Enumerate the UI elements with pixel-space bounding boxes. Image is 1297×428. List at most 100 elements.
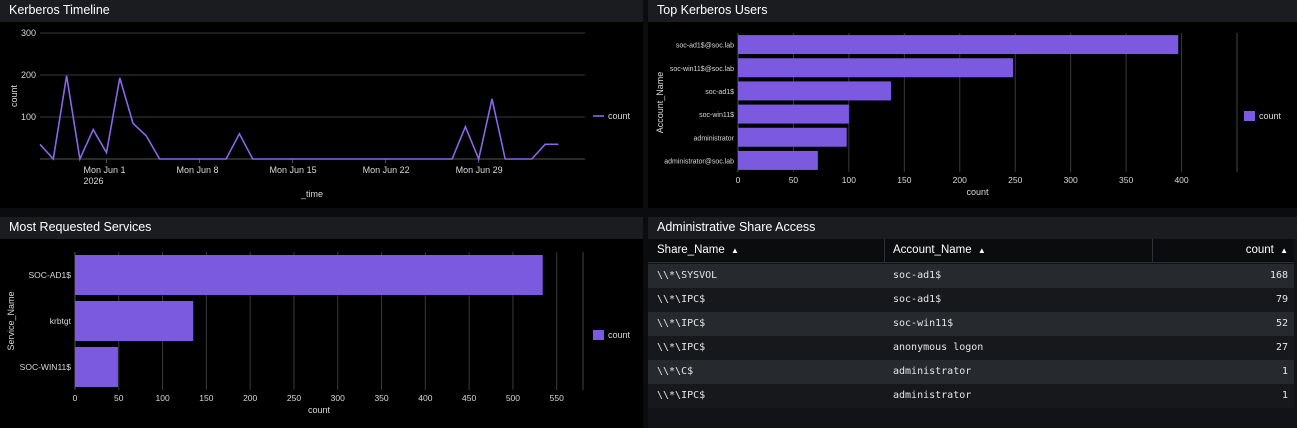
bar: [75, 346, 118, 388]
x-tick-label: Mon Jun 15: [270, 165, 317, 175]
x-tick-label: 350: [374, 393, 388, 403]
y-tick-label: soc-win11$: [699, 112, 734, 119]
y-tick-label: administrator@soc.lab: [664, 158, 734, 165]
table-row[interactable]: \\*\C$ administrator 1: [648, 360, 1294, 384]
y-tick-label: 300: [21, 28, 36, 38]
panel-title: Administrative Share Access: [657, 220, 816, 234]
panel-administrative-share-access: Administrative Share Access Share_Name ▲…: [648, 217, 1297, 428]
cell-count: 79: [1275, 294, 1288, 305]
panel-most-requested-services: Most Requested Services 0 50 100 150 200 250 3…: [0, 217, 643, 428]
cell-account-name: administrator: [893, 366, 972, 377]
cell-account-name: soc-ad1$: [893, 270, 942, 281]
panel-title: Most Requested Services: [9, 220, 152, 234]
x-tick-label: 400: [1174, 175, 1188, 185]
y-axis-label: Account_Name: [655, 72, 665, 134]
x-axis-label: count: [308, 405, 331, 415]
panel-header: Kerberos Timeline: [0, 0, 643, 22]
column-header-count[interactable]: count ▲︎: [1246, 239, 1288, 263]
x-tick-label: 450: [462, 393, 476, 403]
x-tick-label: Mon Jun 22: [363, 165, 410, 175]
y-tick-label: SOC-WIN11$: [20, 362, 72, 372]
cell-count: 1: [1281, 366, 1288, 377]
y-tick-label: soc-ad1$: [705, 89, 734, 96]
y-tick-label: soc-win11$@soc.lab: [670, 66, 734, 73]
y-tick-label: SOC-AD1$: [28, 270, 71, 280]
cell-account-name: administrator: [893, 390, 972, 401]
cell-share-name: \\*\IPC$: [657, 390, 706, 401]
x-tick-label: 200: [243, 393, 257, 403]
x-tick-label: 250: [287, 393, 301, 403]
y-axis-label: Service_Name: [6, 291, 16, 350]
table-row[interactable]: \\*\IPC$ soc-win11$ 52: [648, 312, 1294, 336]
x-axis-label: count: [966, 187, 989, 197]
bar: [738, 81, 892, 101]
cell-share-name: \\*\IPC$: [657, 294, 706, 305]
bar: [75, 254, 543, 296]
legend-label: count: [608, 330, 631, 340]
bar: [738, 35, 1179, 55]
x-tick-label: 400: [418, 393, 432, 403]
y-tick-label: krbtgt: [50, 316, 72, 326]
cell-share-name: \\*\SYSVOL: [657, 270, 718, 281]
column-label: Share_Name: [657, 244, 725, 256]
services-chart[interactable]: 0 50 100 150 200 250 300 350 400 450 500 550 SOC-AD1…: [0, 239, 643, 428]
legend-label: count: [1259, 111, 1282, 121]
x-tick-label: 50: [114, 393, 124, 403]
cell-account-name: soc-win11$: [893, 318, 954, 329]
y-tick-label: administrator: [694, 135, 735, 142]
table-row[interactable]: \\*\SYSVOL soc-ad1$ 168: [648, 264, 1294, 288]
x-tick-label: 150: [199, 393, 213, 403]
cell-count: 27: [1275, 342, 1288, 353]
panel-kerberos-timeline: Kerberos Timeline 100 200 300 Mon Jun 1 2026…: [0, 0, 643, 208]
panel-header: Top Kerberos Users: [648, 0, 1297, 22]
x-tick-label: Mon Jun 1: [83, 165, 125, 175]
y-axis-label: count: [9, 84, 19, 107]
cell-share-name: \\*\IPC$: [657, 318, 706, 329]
panel-header: Administrative Share Access: [648, 217, 1297, 239]
cell-count: 52: [1275, 318, 1288, 329]
panel-top-kerberos-users: Top Kerberos Users 0 50 100 150 200 250 300 350…: [648, 0, 1297, 208]
legend-label: count: [608, 111, 631, 121]
y-tick-label: 200: [21, 70, 36, 80]
x-tick-label: 500: [506, 393, 520, 403]
column-divider: [884, 239, 885, 263]
y-tick-label: soc-ad1$@soc.lab: [676, 43, 734, 50]
x-tick-label: 0: [736, 175, 741, 185]
column-label: Account_Name: [893, 244, 972, 256]
x-axis-label: _time: [300, 189, 323, 199]
x-tick-label: Mon Jun 8: [177, 165, 219, 175]
table-row[interactable]: \\*\IPC$ anonymous logon 27: [648, 336, 1294, 360]
legend-swatch: [593, 330, 604, 340]
panel-title: Top Kerberos Users: [657, 3, 768, 17]
cell-account-name: anonymous logon: [893, 342, 984, 353]
bar: [738, 58, 1014, 78]
column-divider: [1152, 239, 1153, 263]
x-tick-label: 300: [1064, 175, 1078, 185]
cell-count: 1: [1281, 390, 1288, 401]
cell-share-name: \\*\C$: [657, 366, 694, 377]
table-row[interactable]: \\*\IPC$ soc-ad1$ 79: [648, 288, 1294, 312]
table-row[interactable]: \\*\IPC$ administrator 1: [648, 384, 1294, 408]
x-tick-label: 0: [73, 393, 78, 403]
top-users-chart[interactable]: 0 50 100 150 200 250 300 350 400 soc-ad1$@soc.lab…: [648, 22, 1297, 208]
column-header-account-name[interactable]: Account_Name ▲︎: [893, 239, 986, 263]
y-tick-label: 100: [21, 112, 36, 122]
sort-icon[interactable]: ▲︎: [1280, 246, 1288, 255]
x-tick-label: 150: [897, 175, 911, 185]
cell-account-name: soc-ad1$: [893, 294, 942, 305]
bar: [738, 150, 818, 170]
column-label: count: [1245, 244, 1274, 256]
sort-icon[interactable]: ▲︎: [730, 246, 739, 255]
x-tick-label: 100: [155, 393, 169, 403]
series-line: [39, 75, 559, 162]
column-header-share-name[interactable]: Share_Name ▲︎: [657, 239, 739, 263]
x-tick-label: 300: [331, 393, 345, 403]
x-tick-label: 550: [550, 393, 564, 403]
x-tick-label: 50: [789, 175, 799, 185]
bar: [75, 300, 194, 342]
panel-header: Most Requested Services: [0, 217, 643, 239]
sort-icon[interactable]: ▲︎: [977, 246, 986, 255]
x-tick-sublabel: 2026: [83, 176, 103, 186]
x-tick-label: 250: [1008, 175, 1022, 185]
